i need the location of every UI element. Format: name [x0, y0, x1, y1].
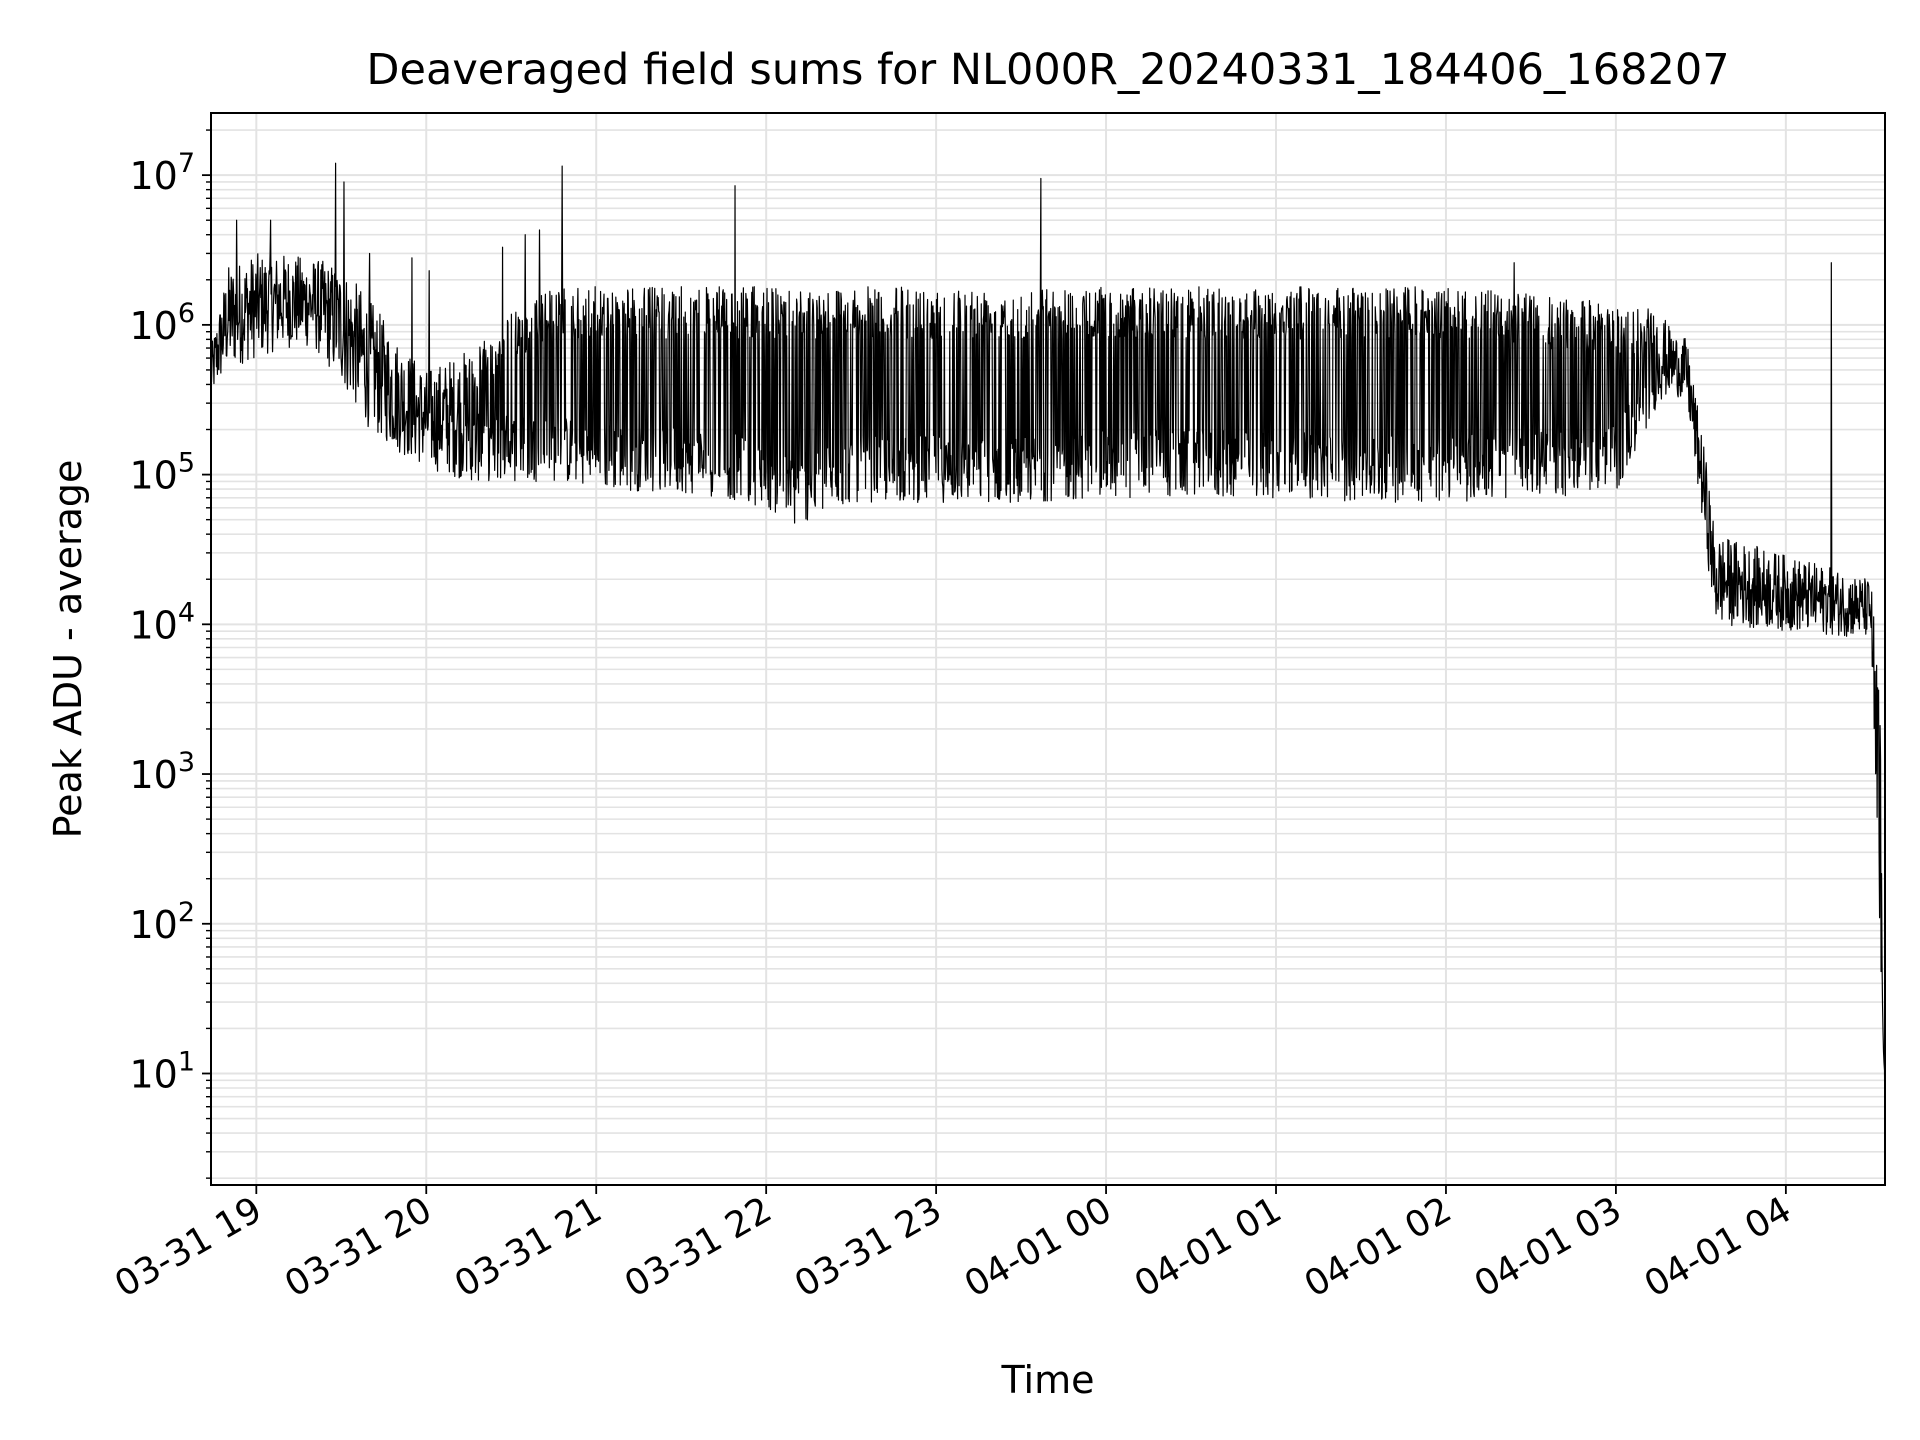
y-tick-label: 106 [129, 298, 195, 348]
y-tick-label: 104 [129, 597, 195, 647]
grid-layer [211, 113, 1885, 1185]
chart-title: Deaveraged field sums for NL000R_2024033… [366, 45, 1729, 95]
series-line [210, 162, 1886, 1138]
y-tick-label: 101 [129, 1046, 195, 1096]
y-tick-label: 102 [129, 897, 195, 947]
y-tick-label: 105 [129, 448, 195, 498]
plot-frame [210, 112, 1886, 1186]
y-tick-label: 107 [129, 148, 195, 198]
y-axis-label: Peak ADU - average [46, 460, 90, 839]
series-layer [210, 162, 1886, 1138]
x-axis-label: Time [1001, 1358, 1095, 1402]
y-tick-label: 103 [129, 747, 195, 797]
